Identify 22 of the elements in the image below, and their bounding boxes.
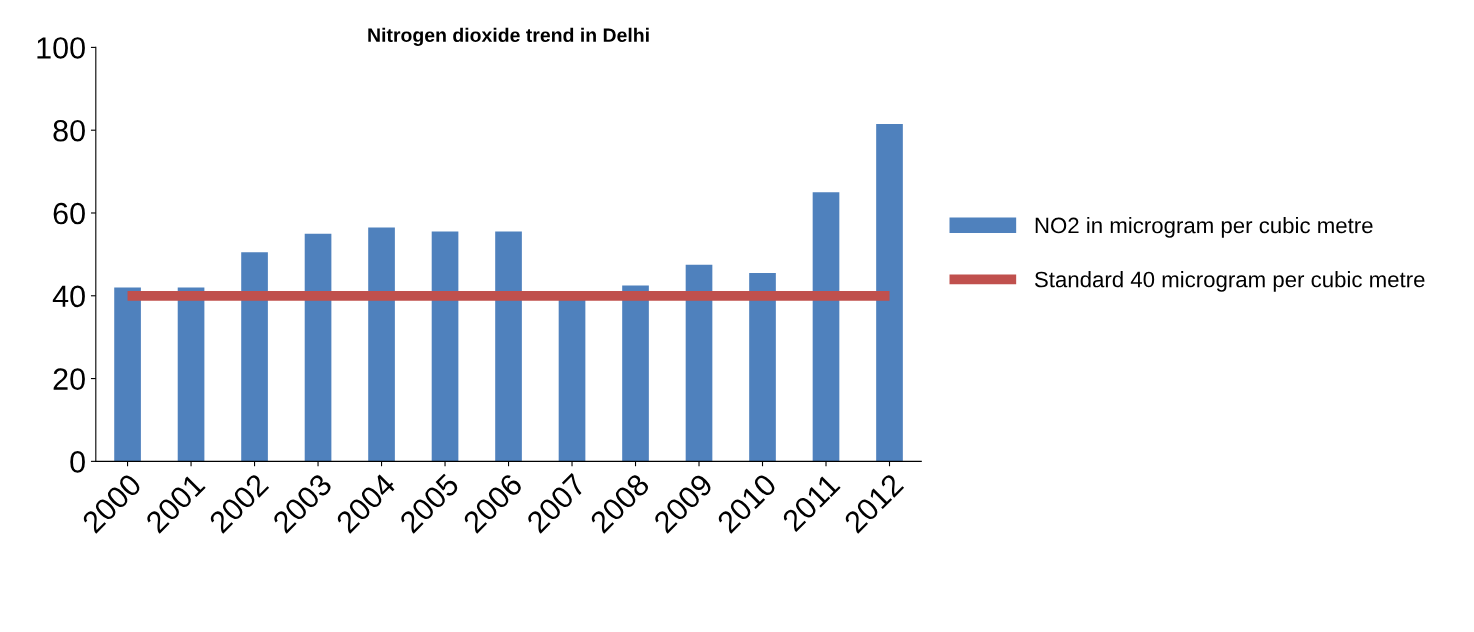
bar — [431, 231, 459, 462]
y-tick-label: 40 — [52, 285, 85, 308]
bar — [622, 285, 649, 462]
legend-label: Standard 40 microgram per cubic metre — [1034, 271, 1425, 292]
bar — [495, 231, 522, 462]
bar — [368, 227, 395, 462]
y-tick-label: 80 — [53, 119, 85, 142]
bar — [812, 192, 840, 462]
y-tick-label: 100 — [37, 37, 85, 59]
bar — [114, 287, 141, 462]
chart-title: Nitrogen dioxide trend in Delhi — [368, 27, 649, 46]
y-tick-label: 0 — [70, 451, 85, 473]
y-tick-label: 20 — [53, 368, 85, 390]
y-tick-label: 60 — [53, 202, 85, 225]
bar — [241, 252, 268, 462]
legend-label: NO2 in microgram per cubic metre — [1035, 217, 1373, 238]
bar — [749, 273, 776, 462]
bar — [685, 264, 713, 462]
bar — [558, 299, 586, 462]
bar — [876, 123, 903, 462]
bar — [304, 233, 332, 462]
bar — [177, 287, 205, 462]
